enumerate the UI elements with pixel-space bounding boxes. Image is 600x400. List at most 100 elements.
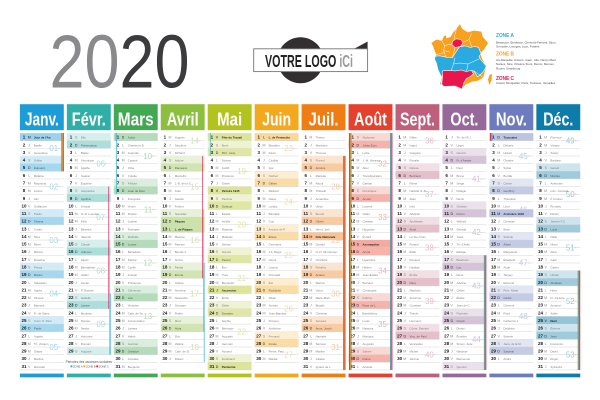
svg-text:L: L [545,342,547,346]
svg-text:M: M [356,319,359,323]
svg-text:3: 3 [117,150,120,155]
svg-text:Conv. S. Paul: Conv. S. Paul [34,319,52,323]
svg-text:Roland: Roland [410,243,420,247]
svg-text:S: S [451,151,454,155]
svg-text:Fiacre: Fiacre [363,357,371,361]
svg-text:10: 10 [256,203,262,208]
svg-text:Romain: Romain [81,342,91,346]
svg-text:19: 19 [491,272,497,277]
svg-text:Clotilde: Clotilde [269,159,279,163]
svg-text:Élodie: Élodie [456,295,464,300]
svg-text:18: 18 [303,265,309,270]
svg-text:16: 16 [68,249,74,254]
svg-text:D: D [403,227,406,231]
svg-text:8: 8 [539,188,542,193]
svg-text:Marius: Marius [34,273,43,277]
svg-text:1: 1 [492,135,495,140]
svg-text:Alida: Alida [175,327,182,331]
svg-text:S: S [404,327,407,331]
svg-text:Marcelle: Marcelle [34,365,45,369]
svg-text:Lazare: Lazare [81,304,90,308]
svg-text:13: 13 [350,226,356,231]
svg-text:Élisée: Élisée [269,234,277,239]
svg-text:28: 28 [303,341,309,346]
svg-text:J: J [498,327,500,331]
svg-text:10: 10 [491,203,497,208]
svg-text:D: D [122,350,125,354]
svg-text:M: M [309,181,312,185]
svg-text:Jour de l'An: Jour de l'An [34,136,51,140]
svg-text:M: M [497,204,500,208]
svg-text:Honorine: Honorine [81,334,93,338]
svg-text:L: L [122,143,124,147]
svg-text:Patrice: Patrice [128,258,137,262]
svg-text:J: J [75,334,77,338]
svg-text:9: 9 [23,196,26,201]
svg-text:D: D [403,174,406,178]
svg-text:24: 24 [491,310,497,315]
svg-text:Parfait: Parfait [175,266,184,270]
svg-text:J: J [263,319,265,323]
svg-text:Fête Nationale: Fête Nationale [316,235,336,239]
svg-text:2: 2 [304,142,307,147]
svg-text:Richard: Richard [175,151,185,155]
svg-text:D: D [450,159,453,163]
svg-text:S: S [544,327,547,331]
svg-text:Matthieu: Matthieu [410,288,421,292]
svg-text:Blaise: Blaise [81,151,89,155]
svg-text:L: L [357,151,359,155]
svg-text:Larissa: Larissa [128,327,138,331]
svg-text:D: D [216,311,219,315]
svg-text:Juil.: Juil. [309,109,339,130]
svg-text:Léonce: Léonce [269,266,279,270]
svg-text:M: M [262,250,265,254]
svg-text:M: M [122,319,125,323]
svg-text:M: M [544,296,547,300]
svg-text:5: 5 [23,165,26,170]
svg-text:31: 31 [350,364,356,369]
svg-text:20: 20 [162,280,168,285]
svg-text:V: V [122,227,125,231]
svg-text:3: 3 [164,150,167,155]
svg-text:Nina: Nina [34,235,40,239]
svg-text:2: 2 [398,142,401,147]
svg-text:M: M [262,204,265,208]
svg-text:Valentin: Valentin [81,235,92,239]
svg-text:Nadège: Nadège [410,266,421,270]
svg-text:Mai: Mai [217,109,242,130]
svg-text:5: 5 [70,165,73,170]
svg-text:M: M [356,266,359,270]
svg-text:M: M [450,235,453,239]
svg-text:Brice: Brice [503,227,510,231]
svg-text:Édouard: Édouard [34,165,45,170]
svg-text:Geoffroy: Geoffroy [503,189,515,193]
svg-text:29: 29 [162,349,168,354]
svg-text:Ulrich: Ulrich [316,204,324,208]
svg-text:D: D [263,181,266,185]
svg-text:M: M [216,327,219,331]
svg-text:Thomas: Thomas [316,151,327,155]
svg-text:L: L [263,243,265,247]
svg-text:17: 17 [350,257,356,262]
svg-text:Romuald: Romuald [269,273,281,277]
svg-text:12: 12 [350,219,356,224]
svg-text:Isidore: Isidore [175,159,184,163]
svg-text:4: 4 [304,158,307,163]
svg-text:J: J [75,174,77,178]
svg-text:Pélagie: Pélagie [456,189,466,193]
svg-text:M: M [216,174,219,178]
svg-text:Florent: Florent [316,159,325,163]
svg-text:Léa: Léa [128,296,133,300]
svg-text:M: M [309,243,312,247]
svg-text:17: 17 [397,257,403,262]
svg-text:L: L [169,174,171,178]
svg-text:Albert: Albert [503,243,511,247]
svg-text:27: 27 [491,333,497,338]
svg-text:V: V [357,235,360,239]
svg-text:Barbara: Barbara [550,159,561,163]
svg-text:J: J [28,143,30,147]
svg-text:22: 22 [444,295,450,300]
svg-text:J: J [404,311,406,315]
svg-text:Août: Août [354,109,387,130]
svg-text:Thècle: Thècle [410,311,419,315]
